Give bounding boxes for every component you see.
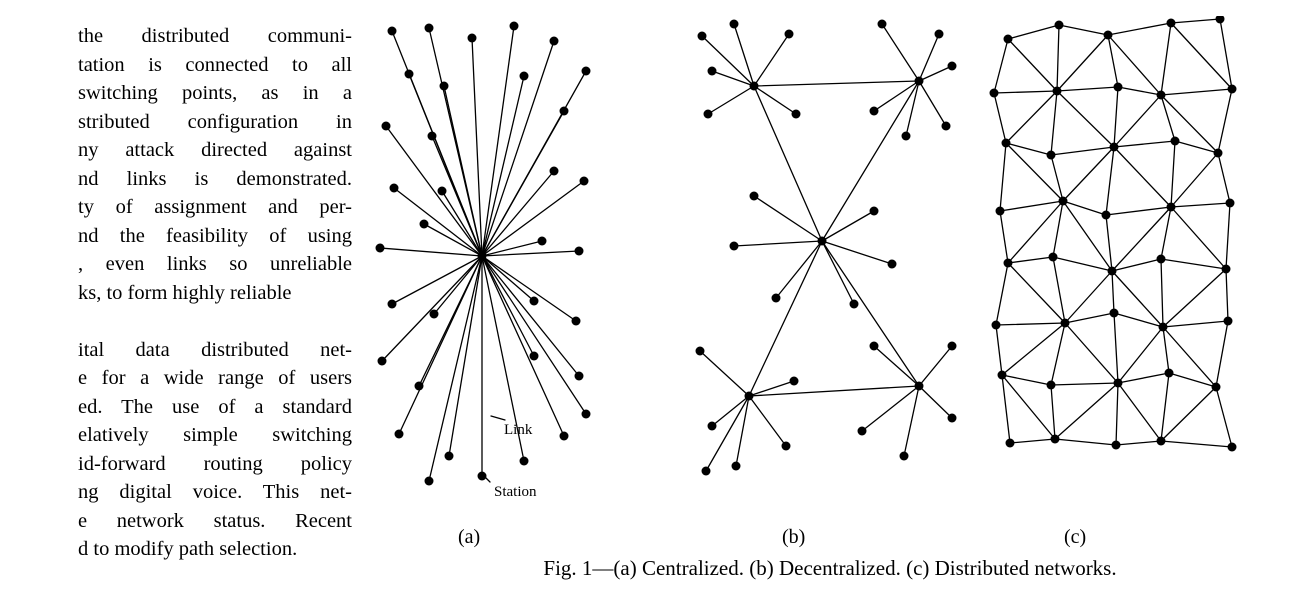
subfigure-label-c: (c) <box>1064 526 1086 549</box>
subfigure-label-a: (a) <box>458 526 480 549</box>
paragraph-1: the distributed communi-tation is connec… <box>78 22 352 307</box>
subfigure-label-b: (b) <box>782 526 805 549</box>
figure-1-caption: Fig. 1—(a) Centralized. (b) Decentralize… <box>374 556 1286 581</box>
figure-1-svg: Link Station <box>374 16 1286 526</box>
paragraph-2: ital data distributed net-e for a wide r… <box>78 336 352 564</box>
svg-text:Station: Station <box>494 484 537 500</box>
subfigure-labels-row: (a) (b) (c) <box>374 526 1286 550</box>
svg-text:Link: Link <box>504 422 533 438</box>
body-text-column: the distributed communi-tation is connec… <box>78 22 352 564</box>
figure-1: LinkStation (a) (b) (c) Fig. 1—(a) Centr… <box>374 16 1286 576</box>
